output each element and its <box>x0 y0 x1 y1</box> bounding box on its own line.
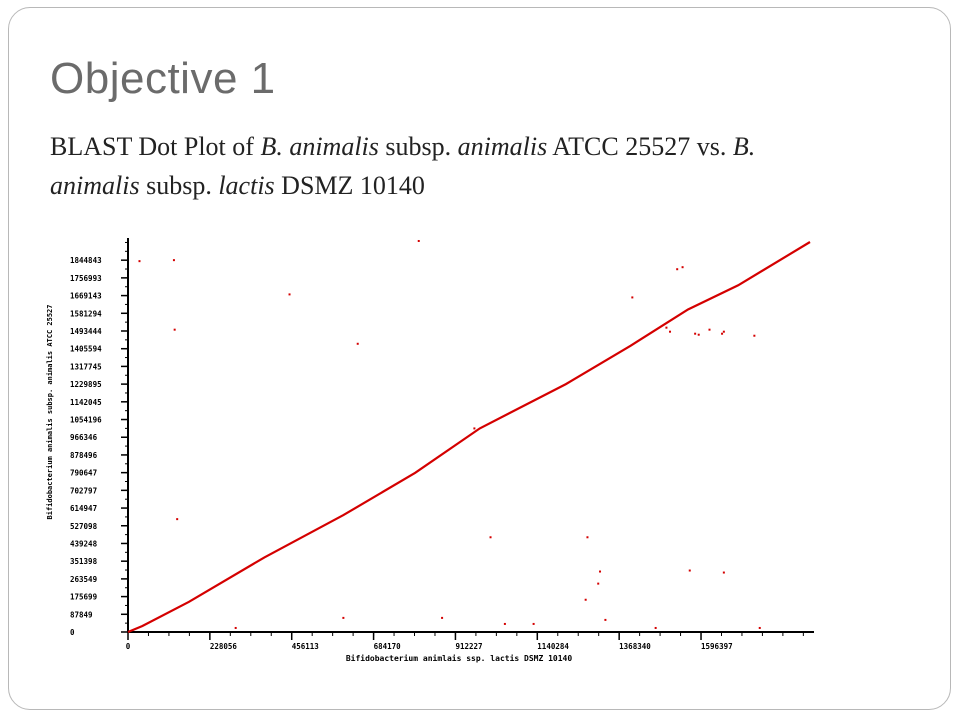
scatter-point <box>503 622 506 625</box>
y-tick-label: 1405594 <box>70 345 102 354</box>
scatter-point <box>234 626 237 629</box>
x-tick-label: 1368340 <box>619 642 651 651</box>
scatter-point <box>669 330 672 333</box>
scatter-point <box>654 626 657 629</box>
y-tick-label: 790647 <box>70 469 97 478</box>
y-tick-label: 1844843 <box>70 256 102 265</box>
scatter-point <box>697 333 700 336</box>
scatter-point <box>172 259 175 262</box>
x-tick-label: 684170 <box>374 642 402 651</box>
scatter-point <box>688 569 691 572</box>
scatter-point <box>138 260 141 263</box>
y-tick-label: 1229895 <box>70 380 102 389</box>
y-tick-label: 878496 <box>70 451 98 460</box>
y-tick-label: 1142045 <box>70 398 102 407</box>
scatter-point <box>532 622 535 625</box>
scatter-point <box>631 296 634 299</box>
dot-plot-chart: 0 87849 175699 263549 351398 439248 527098 6149… <box>46 238 814 663</box>
scatter-point <box>441 616 444 619</box>
y-tick-label: 1669143 <box>70 292 102 301</box>
x-tick-label: 912227 <box>455 642 482 651</box>
scatter-point <box>489 536 492 539</box>
subtitle-segment: subsp. <box>139 171 219 200</box>
subtitle-segment: lactis <box>218 171 275 200</box>
scatter-point <box>599 570 602 573</box>
y-tick-label: 0 <box>70 628 75 637</box>
y-tick-label: 702797 <box>70 486 97 495</box>
x-axis-label: Bifidobacterium animlais ssp. lactis DSM… <box>346 653 573 663</box>
y-tick-label: 1317745 <box>70 362 102 371</box>
scatter-point <box>722 330 725 333</box>
scatter-point <box>722 571 725 574</box>
scatter-point <box>597 582 600 585</box>
y-tick-label: 1581294 <box>70 309 102 318</box>
scatter-point <box>356 342 359 345</box>
subtitle-segment: DSMZ 10140 <box>274 171 425 200</box>
scatter-point <box>681 266 684 269</box>
subtitle-segment: B. animalis <box>50 132 756 200</box>
subtitle-segment: subsp. <box>378 132 458 161</box>
subtitle-segment: animalis <box>457 132 548 161</box>
scatter-point <box>721 332 724 335</box>
x-tick-label: 1140284 <box>537 642 569 651</box>
scatter-point <box>676 268 679 271</box>
scatter-point <box>604 618 607 621</box>
y-tick-label: 87849 <box>70 610 93 619</box>
y-tick-label: 1054196 <box>70 416 102 425</box>
subtitle-segment: B. animalis <box>260 132 379 161</box>
scatter-point <box>694 332 697 335</box>
scatter-point <box>417 239 420 242</box>
slide-subtitle: BLAST Dot Plot of B. animalis subsp. ani… <box>50 127 850 205</box>
y-tick-label: 527098 <box>70 522 98 531</box>
scatter-point <box>665 326 668 329</box>
scatter-point <box>584 598 587 601</box>
scatter-point <box>342 616 345 619</box>
y-tick-label: 1756993 <box>70 274 102 283</box>
y-tick-label: 614947 <box>70 504 97 513</box>
scatter-point <box>708 328 711 331</box>
y-tick-label: 966346 <box>70 433 98 442</box>
y-tick-label: 439248 <box>70 539 98 548</box>
scatter-point <box>473 427 476 430</box>
x-tick-label: 0 <box>126 642 131 651</box>
y-tick-label: 351398 <box>70 557 98 566</box>
alignment-diagonal-series <box>127 241 811 634</box>
subtitle-segment: ATCC 25527 vs. <box>547 132 733 161</box>
y-tick-label: 263549 <box>70 575 98 584</box>
y-tick-label: 1493444 <box>70 327 102 336</box>
y-axis-label: Bifidobacterium animalis subsp. animalis… <box>46 305 54 520</box>
x-tick-label: 228056 <box>210 642 238 651</box>
scatter-point <box>173 328 176 331</box>
x-tick-label: 456113 <box>292 642 320 651</box>
scatter-point <box>176 518 179 521</box>
y-tick-label: 175699 <box>70 593 98 602</box>
slide-title: Objective 1 <box>50 54 276 103</box>
scatter-point <box>758 626 761 629</box>
x-tick-label: 1596397 <box>701 642 733 651</box>
scatter-point <box>753 334 756 337</box>
scatter-point <box>288 293 291 296</box>
slide-frame <box>8 7 951 710</box>
subtitle-segment: BLAST Dot Plot of <box>50 132 261 161</box>
scatter-point <box>586 536 589 539</box>
